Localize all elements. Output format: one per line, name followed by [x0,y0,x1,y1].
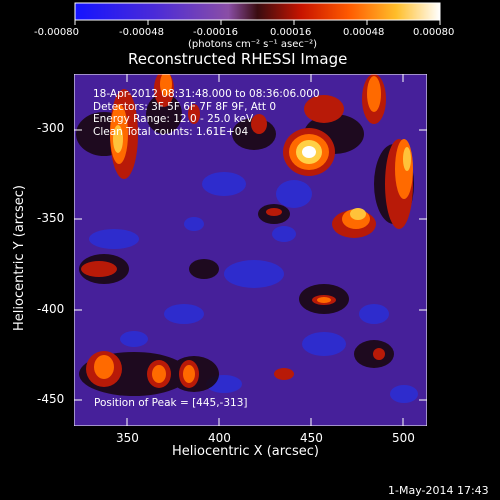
x-tick-label: 400 [208,431,231,445]
x-tick-label: 450 [300,431,323,445]
image-info: 18-Apr-2012 08:31:48.000 to 08:36:06.000… [93,88,320,138]
y-tick-label: -350 [37,211,65,225]
colorbar-tick: 0.00048 [343,27,385,38]
y-axis-label: Heliocentric Y (arcsec) [12,185,27,331]
x-axis-label: Heliocentric X (arcsec) [172,444,319,459]
colorbar-strip [75,3,440,20]
colorbar-tick: -0.00016 [193,27,238,38]
y-tick-label: -300 [37,121,65,135]
colorbar-tick: -0.00048 [119,27,164,38]
colorbar-tick: -0.00080 [34,27,79,38]
x-tick-label: 350 [116,431,139,445]
reconstructed-image [74,74,427,426]
info-line: Energy Range: 12.0 - 25.0 keV [93,113,254,125]
footer-date: 1-May-2014 17:43 [388,484,489,497]
y-tick-label: -450 [37,392,65,406]
y-tick-label: -400 [37,302,65,316]
colorbar-tick: 0.00080 [413,27,455,38]
colorbar-tick: 0.00016 [270,27,312,38]
plot-title: Reconstructed RHESSI Image [128,50,348,68]
info-line: Detectors: 3F 5F 6F 7F 8F 9F, Att 0 [93,100,277,113]
info-line: Clean Total counts: 1.61E+04 [93,125,249,138]
peak-position-label: Position of Peak = [445,-313] [94,397,248,409]
x-tick-label: 500 [392,431,415,445]
info-line: 18-Apr-2012 08:31:48.000 to 08:36:06.000 [93,88,320,100]
colorbar-unit-label: (photons cm⁻² s⁻¹ asec⁻²) [188,39,318,50]
colorbar-graphic [74,2,441,25]
